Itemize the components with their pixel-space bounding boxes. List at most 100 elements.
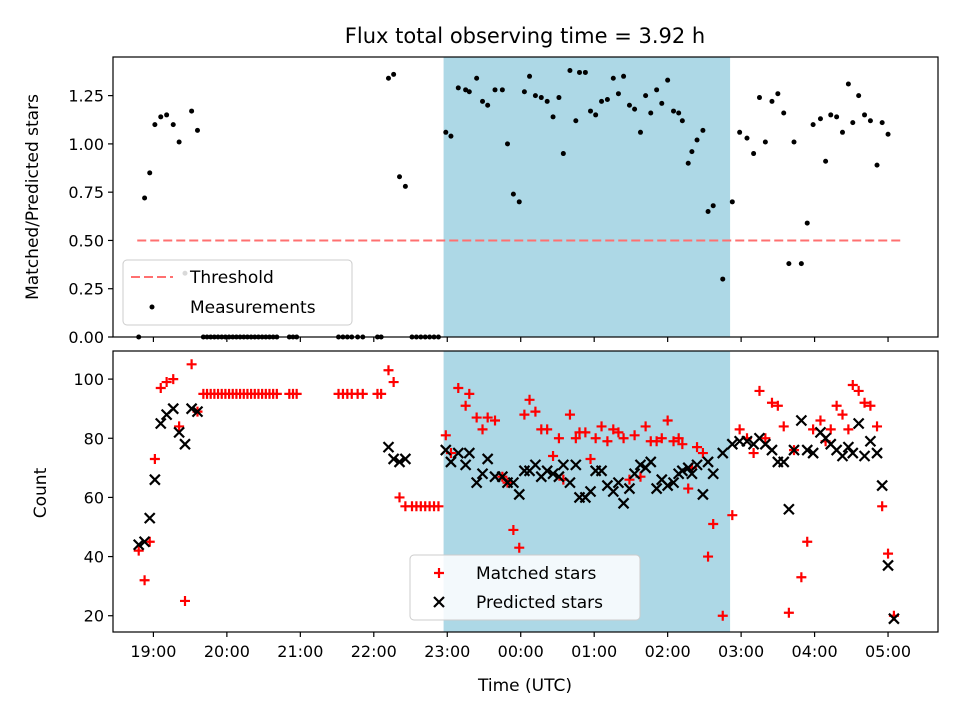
measurement-point — [142, 195, 148, 201]
y-tick-label: 0.75 — [68, 183, 104, 202]
matched-stars-point — [585, 453, 596, 464]
y-tick-label: 20 — [84, 607, 104, 626]
measurement-point — [397, 174, 403, 180]
measurement-point — [527, 73, 533, 79]
measurement-point — [189, 108, 195, 114]
measurement-point — [737, 129, 743, 135]
matched-stars-point — [697, 448, 708, 459]
matched-stars-point — [802, 536, 813, 547]
legend-matched-label: Matched stars — [476, 564, 596, 584]
measurement-point — [705, 208, 711, 214]
measurement-point — [147, 170, 153, 176]
predicted-stars-point — [852, 417, 865, 430]
matched-stars-point — [139, 575, 150, 586]
y-tick-label: 100 — [73, 370, 104, 389]
measurement-point — [694, 137, 700, 143]
matched-stars-point — [677, 439, 688, 450]
x-axis-label: Time (UTC) — [477, 676, 572, 696]
matched-stars-point — [440, 430, 451, 441]
matched-stars-point — [357, 388, 368, 399]
measurement-point — [862, 112, 868, 118]
matched-stars-point — [460, 400, 471, 411]
measurement-point — [850, 120, 856, 126]
legend-measurements-label: Measurements — [190, 298, 316, 318]
matched-stars-point — [837, 409, 848, 420]
count-panel: 20 40 60 80 100 19:00 20:00 21:00 22:00 23:00 00:… — [31, 350, 939, 696]
predicted-stars-point — [440, 444, 452, 456]
measurement-point — [604, 96, 610, 102]
legend-predicted-label: Predicted stars — [476, 593, 603, 613]
matched-stars-point — [542, 424, 553, 435]
matched-stars-point — [662, 415, 673, 426]
measurement-point — [839, 129, 845, 135]
legend-measurements-swatch — [149, 304, 155, 310]
predicted-stars-point — [382, 441, 395, 453]
y-tick-label: 0.25 — [68, 280, 104, 299]
legend-threshold-label: Threshold — [189, 268, 274, 288]
measurement-point — [685, 160, 691, 166]
measurement-point — [817, 116, 823, 122]
x-tick-label: 01:00 — [571, 642, 617, 661]
measurement-point — [402, 183, 408, 189]
measurement-point — [448, 133, 454, 139]
matched-stars-point — [596, 421, 607, 432]
x-tick-label: 20:00 — [204, 642, 250, 661]
measurement-point — [798, 261, 804, 267]
predicted-stars-point — [807, 447, 819, 459]
measurement-point — [443, 129, 449, 135]
y-tick-label: 80 — [84, 429, 104, 448]
measurement-point — [610, 75, 616, 81]
predicted-stars-point — [741, 435, 753, 447]
matched-stars-point — [618, 433, 629, 444]
measurement-point — [194, 127, 200, 133]
measurement-point — [485, 102, 491, 108]
predicted-stars-point — [167, 402, 180, 415]
predicted-stars-point — [459, 459, 472, 471]
measurement-point — [874, 162, 880, 168]
predicted-stars-point — [584, 485, 597, 498]
matched-stars-point — [482, 412, 493, 423]
x-tick-label: 22:00 — [351, 642, 397, 661]
measurement-point — [834, 114, 840, 120]
predicted-stars-point — [836, 450, 849, 462]
predicted-stars-point — [393, 456, 406, 468]
predicted-stars-point — [864, 435, 877, 447]
predicted-stars-point — [644, 456, 657, 468]
measurement-point — [582, 69, 588, 75]
matched-stars-point — [464, 388, 475, 399]
matched-stars-point — [161, 377, 172, 388]
measurement-point — [626, 102, 632, 108]
predicted-stars-point — [726, 438, 739, 450]
matched-stars-point — [708, 519, 719, 530]
matched-stars-point — [734, 424, 745, 435]
predicted-stars-point — [676, 465, 689, 477]
predicted-stars-point — [399, 453, 412, 465]
measurement-point — [637, 129, 643, 135]
matched-stars-point — [514, 542, 525, 553]
measurement-point — [480, 98, 486, 104]
measurement-point — [710, 203, 716, 209]
measurement-point — [573, 118, 579, 124]
predicted-stars-point — [801, 444, 814, 456]
measurement-point — [856, 93, 862, 99]
count-panel-marks — [132, 359, 900, 625]
predicted-stars-point — [463, 447, 476, 459]
measurement-point — [455, 85, 461, 91]
measurement-point — [544, 98, 550, 104]
measurement-point — [729, 199, 735, 205]
matched-stars-point — [831, 400, 842, 411]
matched-stars-point — [796, 572, 807, 583]
x-tick-label: 19:00 — [130, 642, 176, 661]
predicted-stars-point — [132, 538, 145, 551]
y-tick-label: 0.00 — [68, 328, 104, 347]
measurement-point — [751, 151, 757, 157]
predicted-stars-point — [185, 402, 198, 415]
measurement-point — [567, 68, 573, 74]
measurement-point — [556, 95, 562, 101]
matched-stars-point — [668, 436, 679, 447]
predicted-stars-point — [847, 447, 859, 459]
measurement-point — [762, 139, 768, 145]
ratio-panel: 0.00 0.25 0.50 0.75 1.00 1.25 Matched/Predict… — [23, 56, 939, 347]
matched-stars-point — [271, 388, 282, 399]
